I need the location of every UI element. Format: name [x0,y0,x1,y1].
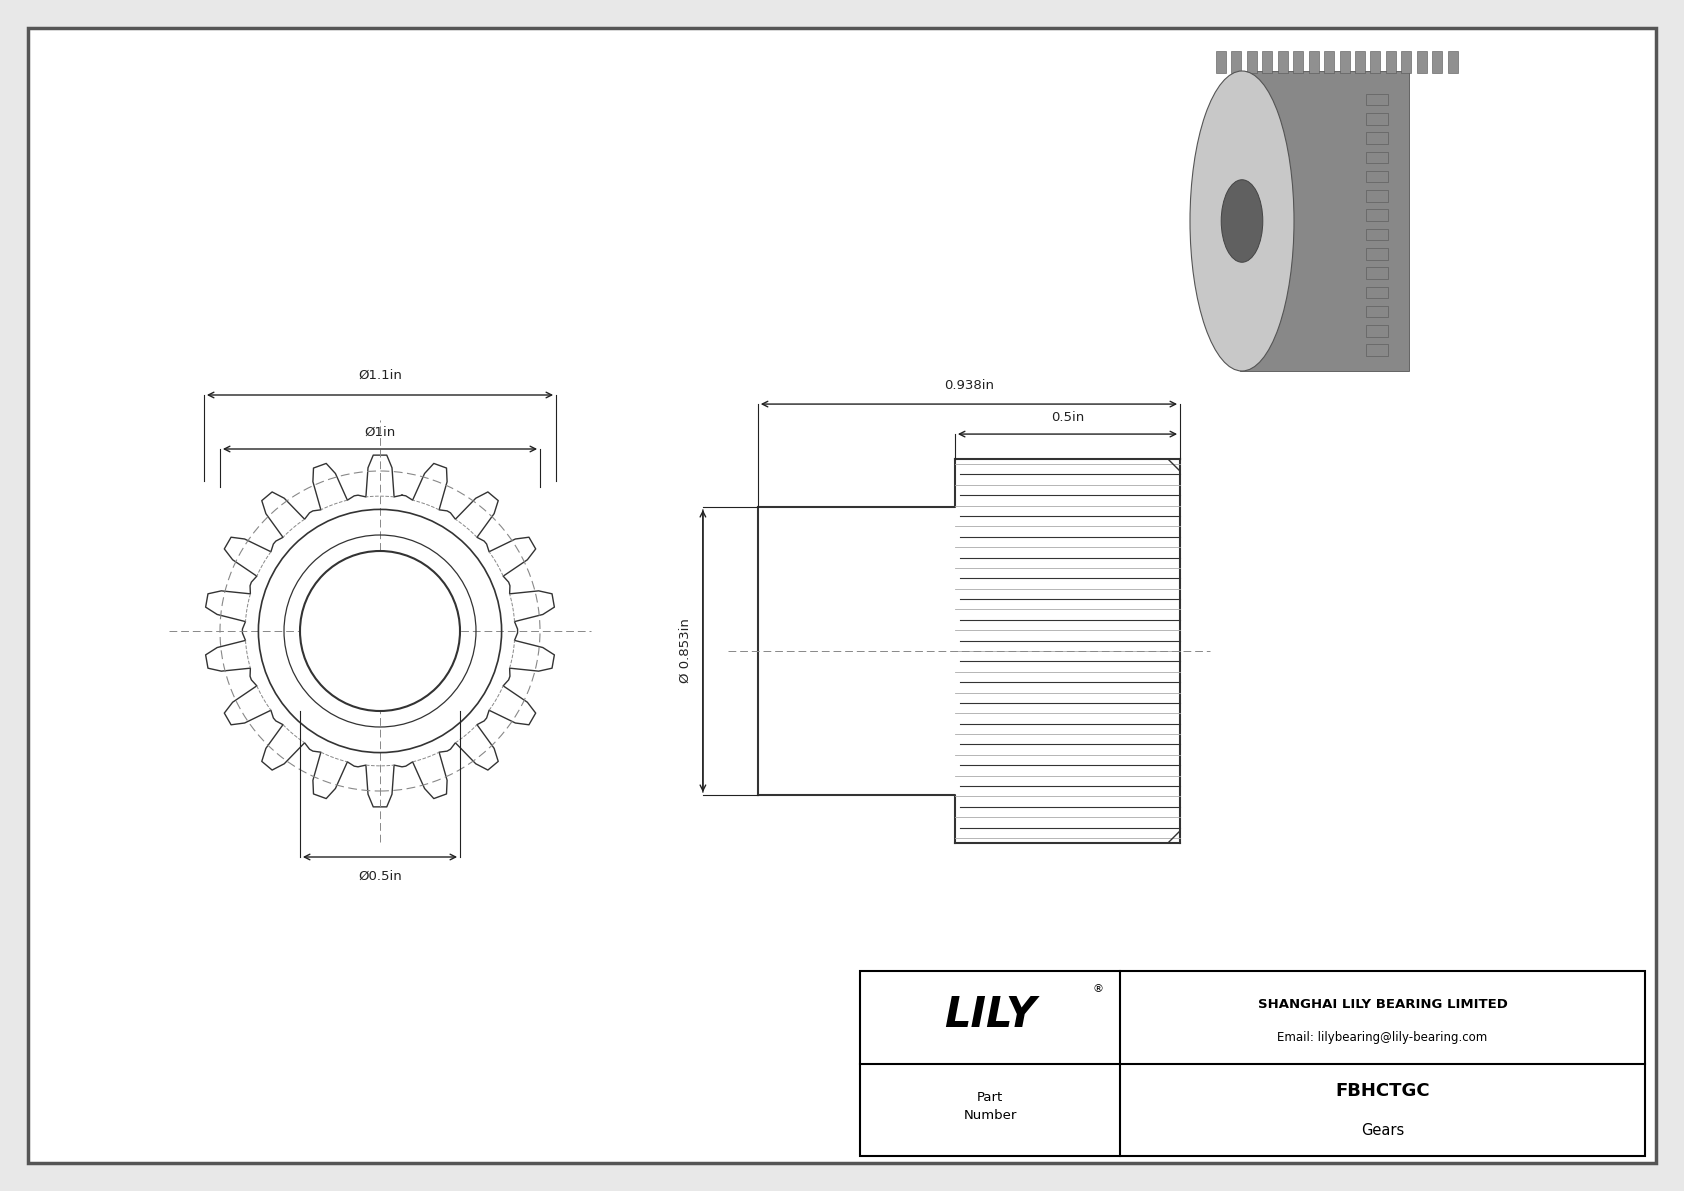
Text: SHANGHAI LILY BEARING LIMITED: SHANGHAI LILY BEARING LIMITED [1258,998,1507,1011]
Text: Gears: Gears [1361,1123,1404,1137]
Bar [1324,51,1334,73]
Bar [1386,51,1396,73]
Bar [1366,248,1388,260]
Bar [1416,51,1426,73]
Bar [1366,170,1388,182]
Bar [1366,132,1388,144]
Text: 0.5in: 0.5in [1051,411,1084,424]
Bar [1431,51,1442,73]
Bar [1366,267,1388,279]
Bar [1366,325,1388,337]
Bar [1448,51,1458,73]
Bar [1339,51,1349,73]
Bar [861,971,1645,1156]
Polygon shape [205,455,554,806]
Bar [1293,51,1303,73]
Text: Ø0.5in: Ø0.5in [359,869,402,883]
Text: LILY: LILY [945,994,1036,1036]
Bar [1366,306,1388,318]
Bar [1366,151,1388,163]
Text: 0.938in: 0.938in [945,379,994,392]
Bar [1246,51,1256,73]
Bar [1366,94,1388,105]
Bar [1216,51,1226,73]
Text: ®: ® [1093,985,1103,994]
Bar [1366,287,1388,298]
Bar [1356,51,1366,73]
Circle shape [300,551,460,711]
Text: Ø1.1in: Ø1.1in [359,369,402,382]
Text: Ø 0.853in: Ø 0.853in [679,618,692,684]
Bar [1366,113,1388,125]
Bar [1401,51,1411,73]
Polygon shape [955,459,1180,843]
Text: Part
Number: Part Number [963,1091,1017,1122]
Text: Email: lilybearing@lily-bearing.com: Email: lilybearing@lily-bearing.com [1278,1031,1487,1045]
Text: FBHCTGC: FBHCTGC [1335,1083,1430,1100]
Bar [1366,210,1388,222]
Bar [1278,51,1288,73]
Polygon shape [758,507,955,794]
Bar [1366,344,1388,356]
Ellipse shape [1191,71,1293,372]
Bar [1366,191,1388,201]
Ellipse shape [1221,180,1263,262]
Text: Ø1in: Ø1in [364,426,396,439]
Bar [1263,51,1273,73]
Bar [1231,51,1241,73]
Bar [1366,229,1388,241]
Bar [1371,51,1381,73]
Bar [1239,71,1410,372]
Bar [1308,51,1319,73]
